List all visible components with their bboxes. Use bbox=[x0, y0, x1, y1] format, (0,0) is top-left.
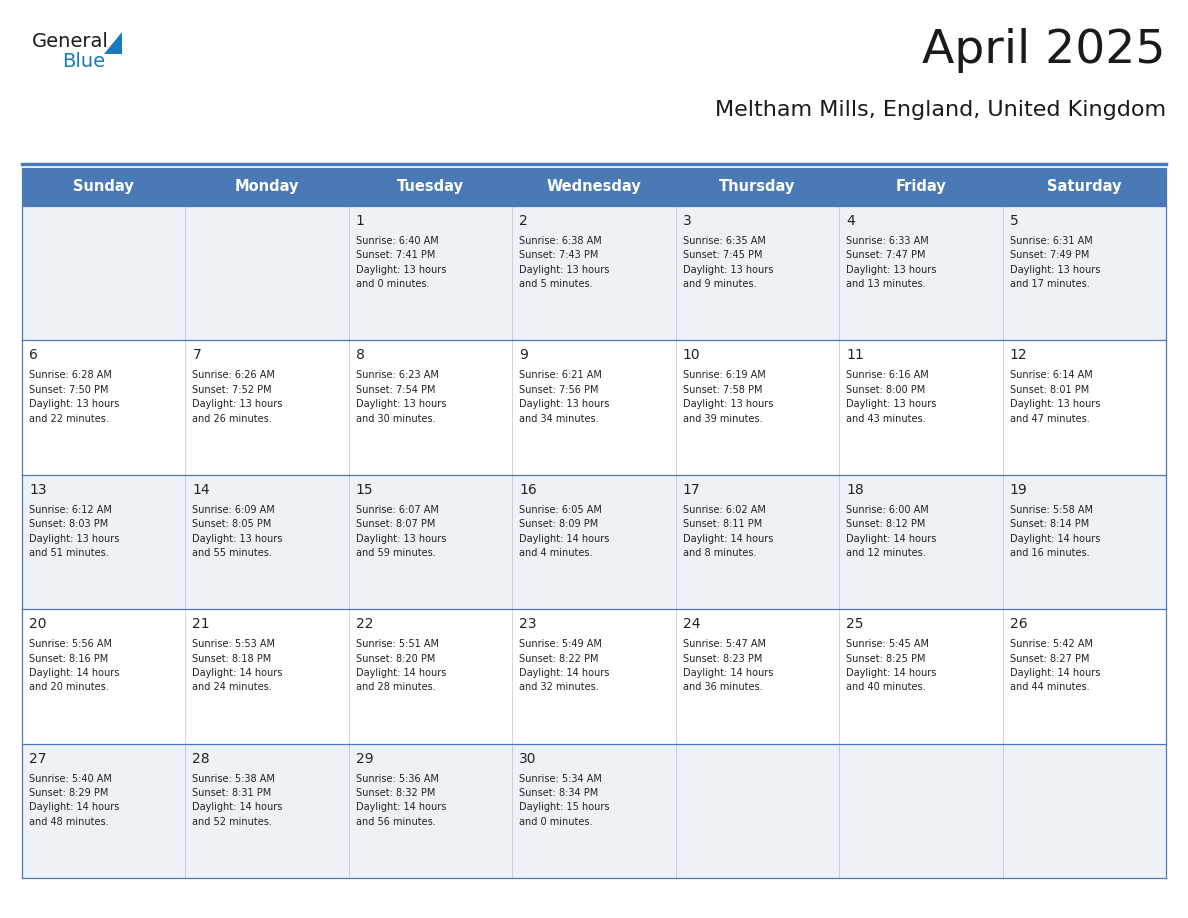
Text: 22: 22 bbox=[356, 617, 373, 632]
Text: 21: 21 bbox=[192, 617, 210, 632]
Text: 24: 24 bbox=[683, 617, 700, 632]
Text: Sunrise: 6:12 AM
Sunset: 8:03 PM
Daylight: 13 hours
and 51 minutes.: Sunrise: 6:12 AM Sunset: 8:03 PM Dayligh… bbox=[29, 505, 119, 558]
Text: Sunrise: 5:56 AM
Sunset: 8:16 PM
Daylight: 14 hours
and 20 minutes.: Sunrise: 5:56 AM Sunset: 8:16 PM Dayligh… bbox=[29, 639, 119, 692]
Text: 26: 26 bbox=[1010, 617, 1028, 632]
Text: Sunrise: 6:02 AM
Sunset: 8:11 PM
Daylight: 14 hours
and 8 minutes.: Sunrise: 6:02 AM Sunset: 8:11 PM Dayligh… bbox=[683, 505, 773, 558]
Text: General: General bbox=[32, 32, 109, 51]
Text: 23: 23 bbox=[519, 617, 537, 632]
Bar bbox=[23, 341, 1165, 475]
Text: Sunrise: 6:35 AM
Sunset: 7:45 PM
Daylight: 13 hours
and 9 minutes.: Sunrise: 6:35 AM Sunset: 7:45 PM Dayligh… bbox=[683, 236, 773, 289]
Text: Sunrise: 6:00 AM
Sunset: 8:12 PM
Daylight: 14 hours
and 12 minutes.: Sunrise: 6:00 AM Sunset: 8:12 PM Dayligh… bbox=[846, 505, 936, 558]
Text: 12: 12 bbox=[1010, 349, 1028, 363]
Text: Sunrise: 6:14 AM
Sunset: 8:01 PM
Daylight: 13 hours
and 47 minutes.: Sunrise: 6:14 AM Sunset: 8:01 PM Dayligh… bbox=[1010, 370, 1100, 423]
Bar bbox=[23, 475, 1165, 610]
Text: 7: 7 bbox=[192, 349, 201, 363]
Text: 30: 30 bbox=[519, 752, 537, 766]
Text: 8: 8 bbox=[356, 349, 365, 363]
Text: 5: 5 bbox=[1010, 214, 1018, 228]
Text: Sunrise: 6:19 AM
Sunset: 7:58 PM
Daylight: 13 hours
and 39 minutes.: Sunrise: 6:19 AM Sunset: 7:58 PM Dayligh… bbox=[683, 370, 773, 423]
Bar bbox=[23, 744, 1165, 878]
Text: Thursday: Thursday bbox=[719, 180, 796, 195]
Text: Sunrise: 5:49 AM
Sunset: 8:22 PM
Daylight: 14 hours
and 32 minutes.: Sunrise: 5:49 AM Sunset: 8:22 PM Dayligh… bbox=[519, 639, 609, 692]
Text: Sunrise: 6:05 AM
Sunset: 8:09 PM
Daylight: 14 hours
and 4 minutes.: Sunrise: 6:05 AM Sunset: 8:09 PM Dayligh… bbox=[519, 505, 609, 558]
Text: 27: 27 bbox=[29, 752, 46, 766]
Bar bbox=[23, 168, 1165, 206]
Text: April 2025: April 2025 bbox=[923, 28, 1165, 73]
Bar bbox=[23, 610, 1165, 744]
Text: 29: 29 bbox=[356, 752, 373, 766]
Text: Sunrise: 6:28 AM
Sunset: 7:50 PM
Daylight: 13 hours
and 22 minutes.: Sunrise: 6:28 AM Sunset: 7:50 PM Dayligh… bbox=[29, 370, 119, 423]
Text: Sunrise: 6:26 AM
Sunset: 7:52 PM
Daylight: 13 hours
and 26 minutes.: Sunrise: 6:26 AM Sunset: 7:52 PM Dayligh… bbox=[192, 370, 283, 423]
Text: Sunrise: 6:40 AM
Sunset: 7:41 PM
Daylight: 13 hours
and 0 minutes.: Sunrise: 6:40 AM Sunset: 7:41 PM Dayligh… bbox=[356, 236, 447, 289]
Text: 19: 19 bbox=[1010, 483, 1028, 497]
Text: 15: 15 bbox=[356, 483, 373, 497]
Text: 6: 6 bbox=[29, 349, 38, 363]
Text: 17: 17 bbox=[683, 483, 701, 497]
Text: 14: 14 bbox=[192, 483, 210, 497]
Text: Sunrise: 5:40 AM
Sunset: 8:29 PM
Daylight: 14 hours
and 48 minutes.: Sunrise: 5:40 AM Sunset: 8:29 PM Dayligh… bbox=[29, 774, 119, 827]
Bar bbox=[23, 206, 1165, 341]
Text: Monday: Monday bbox=[235, 180, 299, 195]
Text: 1: 1 bbox=[356, 214, 365, 228]
Text: Sunrise: 5:45 AM
Sunset: 8:25 PM
Daylight: 14 hours
and 40 minutes.: Sunrise: 5:45 AM Sunset: 8:25 PM Dayligh… bbox=[846, 639, 936, 692]
Text: Sunrise: 5:36 AM
Sunset: 8:32 PM
Daylight: 14 hours
and 56 minutes.: Sunrise: 5:36 AM Sunset: 8:32 PM Dayligh… bbox=[356, 774, 447, 827]
Text: Sunrise: 5:58 AM
Sunset: 8:14 PM
Daylight: 14 hours
and 16 minutes.: Sunrise: 5:58 AM Sunset: 8:14 PM Dayligh… bbox=[1010, 505, 1100, 558]
Text: Sunrise: 6:21 AM
Sunset: 7:56 PM
Daylight: 13 hours
and 34 minutes.: Sunrise: 6:21 AM Sunset: 7:56 PM Dayligh… bbox=[519, 370, 609, 423]
Text: Sunrise: 6:16 AM
Sunset: 8:00 PM
Daylight: 13 hours
and 43 minutes.: Sunrise: 6:16 AM Sunset: 8:00 PM Dayligh… bbox=[846, 370, 936, 423]
Text: Meltham Mills, England, United Kingdom: Meltham Mills, England, United Kingdom bbox=[715, 100, 1165, 120]
Text: Sunrise: 5:42 AM
Sunset: 8:27 PM
Daylight: 14 hours
and 44 minutes.: Sunrise: 5:42 AM Sunset: 8:27 PM Dayligh… bbox=[1010, 639, 1100, 692]
Text: Sunrise: 5:38 AM
Sunset: 8:31 PM
Daylight: 14 hours
and 52 minutes.: Sunrise: 5:38 AM Sunset: 8:31 PM Dayligh… bbox=[192, 774, 283, 827]
Text: 9: 9 bbox=[519, 349, 529, 363]
Text: Friday: Friday bbox=[896, 180, 946, 195]
Text: 16: 16 bbox=[519, 483, 537, 497]
Text: Sunrise: 6:09 AM
Sunset: 8:05 PM
Daylight: 13 hours
and 55 minutes.: Sunrise: 6:09 AM Sunset: 8:05 PM Dayligh… bbox=[192, 505, 283, 558]
Text: 2: 2 bbox=[519, 214, 527, 228]
Text: 3: 3 bbox=[683, 214, 691, 228]
Text: 10: 10 bbox=[683, 349, 701, 363]
Text: Sunrise: 5:47 AM
Sunset: 8:23 PM
Daylight: 14 hours
and 36 minutes.: Sunrise: 5:47 AM Sunset: 8:23 PM Dayligh… bbox=[683, 639, 773, 692]
Polygon shape bbox=[105, 32, 122, 54]
Text: 25: 25 bbox=[846, 617, 864, 632]
Text: 28: 28 bbox=[192, 752, 210, 766]
Text: Sunday: Sunday bbox=[74, 180, 134, 195]
Text: Saturday: Saturday bbox=[1047, 180, 1121, 195]
Text: 11: 11 bbox=[846, 349, 864, 363]
Text: Sunrise: 5:34 AM
Sunset: 8:34 PM
Daylight: 15 hours
and 0 minutes.: Sunrise: 5:34 AM Sunset: 8:34 PM Dayligh… bbox=[519, 774, 609, 827]
Text: Sunrise: 6:38 AM
Sunset: 7:43 PM
Daylight: 13 hours
and 5 minutes.: Sunrise: 6:38 AM Sunset: 7:43 PM Dayligh… bbox=[519, 236, 609, 289]
Text: 20: 20 bbox=[29, 617, 46, 632]
Text: Blue: Blue bbox=[62, 52, 105, 71]
Text: Sunrise: 6:23 AM
Sunset: 7:54 PM
Daylight: 13 hours
and 30 minutes.: Sunrise: 6:23 AM Sunset: 7:54 PM Dayligh… bbox=[356, 370, 447, 423]
Text: Sunrise: 6:31 AM
Sunset: 7:49 PM
Daylight: 13 hours
and 17 minutes.: Sunrise: 6:31 AM Sunset: 7:49 PM Dayligh… bbox=[1010, 236, 1100, 289]
Text: Sunrise: 5:53 AM
Sunset: 8:18 PM
Daylight: 14 hours
and 24 minutes.: Sunrise: 5:53 AM Sunset: 8:18 PM Dayligh… bbox=[192, 639, 283, 692]
Text: Tuesday: Tuesday bbox=[397, 180, 465, 195]
Text: Sunrise: 5:51 AM
Sunset: 8:20 PM
Daylight: 14 hours
and 28 minutes.: Sunrise: 5:51 AM Sunset: 8:20 PM Dayligh… bbox=[356, 639, 447, 692]
Text: 13: 13 bbox=[29, 483, 46, 497]
Text: Sunrise: 6:07 AM
Sunset: 8:07 PM
Daylight: 13 hours
and 59 minutes.: Sunrise: 6:07 AM Sunset: 8:07 PM Dayligh… bbox=[356, 505, 447, 558]
Text: 4: 4 bbox=[846, 214, 855, 228]
Text: Sunrise: 6:33 AM
Sunset: 7:47 PM
Daylight: 13 hours
and 13 minutes.: Sunrise: 6:33 AM Sunset: 7:47 PM Dayligh… bbox=[846, 236, 936, 289]
Text: Wednesday: Wednesday bbox=[546, 180, 642, 195]
Text: 18: 18 bbox=[846, 483, 864, 497]
